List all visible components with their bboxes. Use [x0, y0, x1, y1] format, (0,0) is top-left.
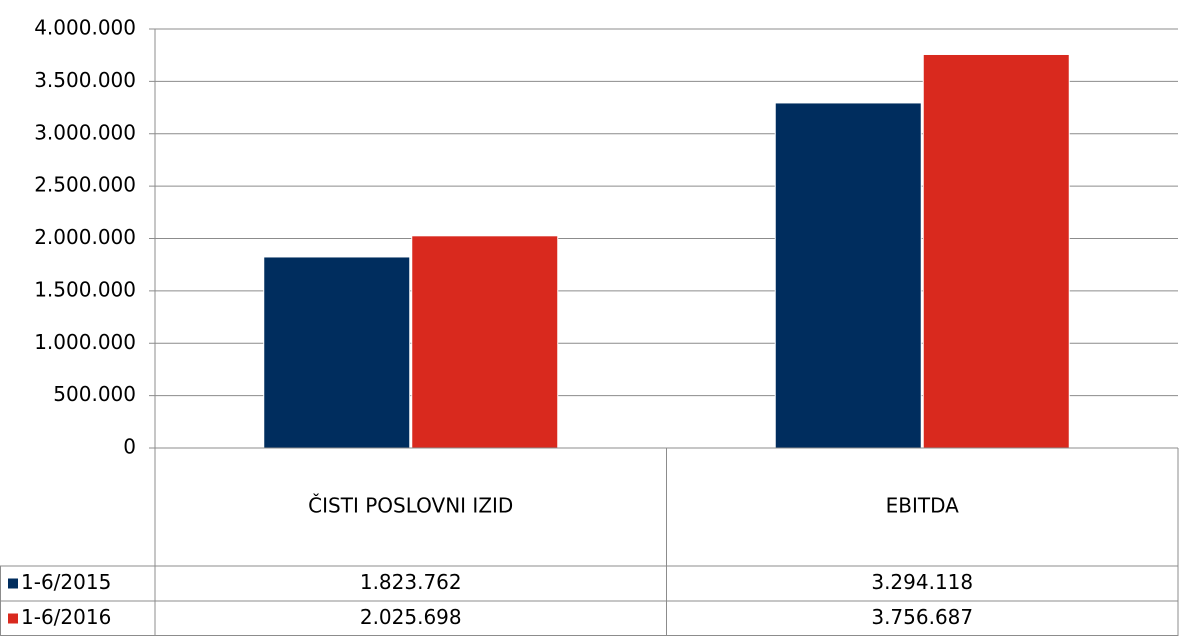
y-tick-label: 1.000.000 [34, 330, 136, 354]
y-tick-label: 3.000.000 [34, 120, 136, 144]
y-tick-label: 3.500.000 [34, 68, 136, 92]
table-value: 3.294.118 [871, 570, 973, 594]
bar [263, 256, 411, 449]
legend-label: 1-6/2016 [21, 605, 111, 629]
legend-label: 1-6/2015 [21, 570, 111, 594]
y-tick-label: 2.000.000 [34, 225, 136, 249]
y-tick-label: 500.000 [53, 382, 136, 406]
y-tick-label: 4.000.000 [34, 16, 136, 40]
table-value: 2.025.698 [360, 605, 462, 629]
table-value: 3.756.687 [871, 605, 973, 629]
bar [922, 53, 1070, 449]
bar [411, 235, 559, 449]
bar [774, 102, 922, 449]
x-tick-label: EBITDA [886, 494, 960, 518]
table-value: 1.823.762 [360, 570, 462, 594]
legend-swatch [8, 613, 18, 624]
y-tick-label: 2.500.000 [34, 173, 136, 197]
y-tick-label: 0 [123, 435, 136, 459]
legend-swatch [8, 578, 18, 589]
x-tick-label: ČISTI POSLOVNI IZID [308, 494, 513, 518]
y-tick-label: 1.500.000 [34, 277, 136, 301]
